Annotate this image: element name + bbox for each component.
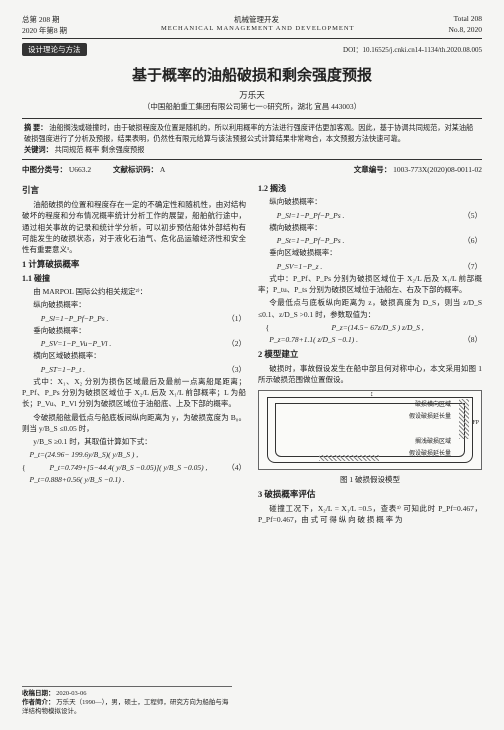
left-para3: 令破损船舷最低点与船底板间纵向距离为 y，为破损宽度为 B₀。则当 y/B_S … xyxy=(22,412,246,435)
fig-label-b: 假设破损延长量 xyxy=(409,413,451,422)
issue-total-cn: 总第 208 期 xyxy=(22,14,60,25)
doccode-value: A xyxy=(160,165,165,174)
badge-doi-row: 设计理论与方法 DOI：10.16525/j.cnki.cn14-1134/th… xyxy=(22,43,482,56)
header-top: 总第 208 期 机械管理开发 Total 208 xyxy=(22,14,482,25)
section-badge: 设计理论与方法 xyxy=(22,43,87,56)
s11-heading: 1.1 碰撞 xyxy=(22,273,246,285)
r-para1: 式中：P_Pf、P_Ps 分别为破损区域位于 X₂/L 后及 X₁/L 前部概率… xyxy=(258,273,482,296)
abstract-box: 摘 要： 油船搁浅或碰撞时，由于破损程度及位置是随机的，所以利用概率的方法进行强… xyxy=(22,118,482,160)
clc-label: 中图分类号： xyxy=(22,165,67,174)
intro-heading: 引言 xyxy=(22,184,246,197)
date-label: 收稿日期： xyxy=(22,690,55,697)
left-para4: y/B_S ≥0.1 时，其取值计算如下式： xyxy=(22,436,246,447)
label-heng: 横向区域破损概率： xyxy=(22,350,246,361)
issue-no-en: No.8, 2020 xyxy=(448,25,482,36)
keywords-text: 共同规范 概率 剩余强度预报 xyxy=(55,146,145,154)
left-column: 引言 油船破损的位置和程度存在一定的不确定性和随机性，由对结构破坏的程度和分布情… xyxy=(22,181,246,527)
r-label-heng: 横向破损概率： xyxy=(258,222,482,233)
issue-total-en: Total 208 xyxy=(454,14,482,25)
s11-text: 由 MARPOL 国际公约相关规定²⁾： xyxy=(22,286,246,297)
s3-para: 碰撞工况下，X₂/L = X₁/L =0.5，查表³⁾ 可知此时 P_Pf=0.… xyxy=(258,503,482,526)
fig-label-a: 破损横向区域 xyxy=(415,401,451,410)
eq7: P_SV=1−P_z . （7） xyxy=(277,261,482,272)
eq4b: { P_t=0.749+[5−44.4( y/B_S −0.05)]( y/B_… xyxy=(22,462,246,473)
r-label-zong: 纵向破损概率： xyxy=(258,196,482,207)
right-column: 1.2 搁浅 纵向破损概率： P_Sl=1−P_Pf−P_Ps . （5） 横向… xyxy=(258,181,482,527)
label-zong: 纵向破损概率： xyxy=(22,299,246,310)
eq8a: { P_z=(14.5− 67z/D_S ) z/D_S , xyxy=(266,322,483,333)
journal-en: MECHANICAL MANAGEMENT AND DEVELOPMENT xyxy=(67,25,448,32)
s12-heading: 1.2 搁浅 xyxy=(258,183,482,195)
author: 万乐天 xyxy=(22,89,482,101)
eq5: P_Sl=1−P_Pf−P_Ps . （5） xyxy=(277,210,482,221)
meta-row: 中图分类号： U663.2 文献标识码： A 文章编号： 1003-773X(2… xyxy=(22,164,482,175)
header-second: 2020 年第8 期 MECHANICAL MANAGEMENT AND DEV… xyxy=(22,25,482,36)
eq6: P_St=1−P_Pf−P_Ps . （6） xyxy=(277,235,482,246)
clc-value: U663.2 xyxy=(69,165,91,174)
doi: DOI：10.16525/j.cnki.cn14-1134/th.2020.08… xyxy=(87,45,483,55)
abstract-text: 油船搁浅或碰撞时，由于破损程度及位置是随机的，所以利用概率的方法进行强度评估更加… xyxy=(24,124,473,143)
s1-heading: 1 计算破损概率 xyxy=(22,258,246,271)
arrow-icon: ↕ xyxy=(370,389,374,400)
paper-title: 基于概率的油船破损和剩余强度预报 xyxy=(22,64,482,85)
s2-para: 破损时，事故假设发生在船中部且何对称中心，本文采用如图 1 所示破损范围做位置假… xyxy=(258,363,482,386)
left-para2: 式中：X₁、X₂ 分别为损伤区域最后及最前一点离船尾距离；P_Pf、P_Ps 分… xyxy=(22,376,246,410)
r-label-chui: 垂向区域破损概率： xyxy=(258,247,482,258)
articleno-value: 1003-773X(2020)08-0011-02 xyxy=(393,165,482,174)
r-para2: 令最低点与底板纵向距离为 z，破损高度为 D_S，则当 z/D_S ≤0.1、z… xyxy=(258,297,482,320)
eq2: P_SV=1−P_Vu−P_Vl . （2） xyxy=(41,338,246,349)
label-chui: 垂向破损概率： xyxy=(22,325,246,336)
eq1: P_Sl=1−P_Pf−P_Ps . （1） xyxy=(41,313,246,324)
body-columns: 引言 油船破损的位置和程度存在一定的不确定性和随机性，由对结构破坏的程度和分布情… xyxy=(22,181,482,527)
abstract-label: 摘 要： xyxy=(24,124,47,132)
keywords-label: 关键词： xyxy=(24,146,53,154)
articleno-label: 文章编号： xyxy=(354,165,392,174)
affiliation: （中国船舶重工集团有限公司第七一○研究所，湖北 宜昌 443003） xyxy=(22,101,482,112)
eq4a: P_t=(24.96− 199.6y/B_S)( y/B_S ) , xyxy=(30,449,247,460)
eq4c: P_t=0.888+0.56( y/B_S −0.1) . xyxy=(30,474,247,485)
date-value: 2020-03-06 xyxy=(56,690,86,697)
footer-note: 收稿日期： 2020-03-06 作者简介： 万乐天（1990—），男，硕士，工… xyxy=(22,686,232,716)
journal-cn: 机械管理开发 xyxy=(60,14,454,25)
intro-para: 油船破损的位置和程度存在一定的不确定性和随机性，由对结构破坏的程度和分布情况概率… xyxy=(22,199,246,255)
fig-label-fp: FP xyxy=(472,419,479,428)
s2-heading: 2 模型建立 xyxy=(258,348,482,361)
figure-1: 破损横向区域 假设破损延长量 搁浅破损区域 假设破损延长量 FP ↕ xyxy=(258,390,482,470)
header-rule xyxy=(22,38,482,39)
eq3: P_ST=1−P_t . （3） xyxy=(41,364,246,375)
issue-date-cn: 2020 年第8 期 xyxy=(22,25,67,36)
figure-1-caption: 图 1 破损假设模型 xyxy=(258,474,482,485)
s3-heading: 3 破损概率评估 xyxy=(258,488,482,501)
doccode-label: 文献标识码： xyxy=(113,165,158,174)
fig-label-c: 搁浅破损区域 xyxy=(415,438,451,447)
fig-label-d: 假设破损延长量 xyxy=(409,450,451,459)
bio-label: 作者简介： xyxy=(22,699,55,706)
eq8b: P_z=0.78+1.1( z/D_S −0.1) . （8） xyxy=(269,334,482,345)
